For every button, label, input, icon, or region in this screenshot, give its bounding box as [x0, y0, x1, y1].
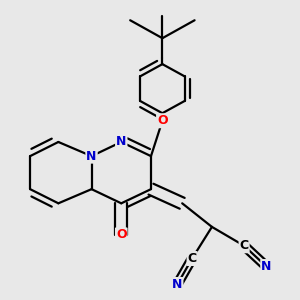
Text: C: C — [188, 252, 197, 265]
Text: O: O — [116, 228, 127, 242]
Text: O: O — [157, 114, 168, 127]
Text: N: N — [86, 150, 97, 163]
Text: N: N — [261, 260, 272, 273]
Text: N: N — [172, 278, 182, 291]
Text: N: N — [116, 136, 127, 148]
Text: C: C — [240, 239, 249, 252]
